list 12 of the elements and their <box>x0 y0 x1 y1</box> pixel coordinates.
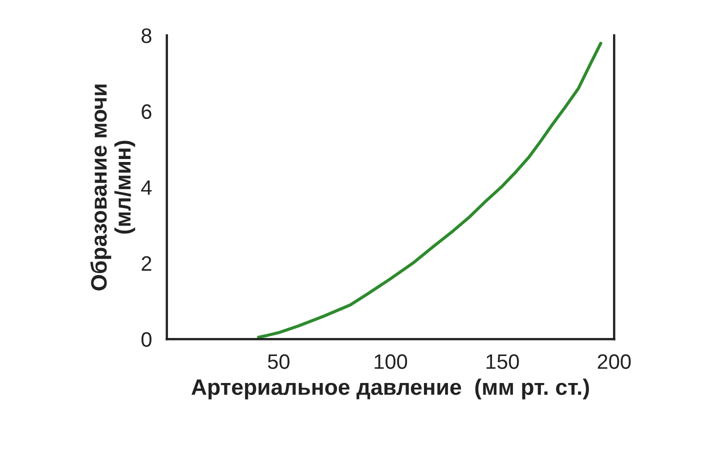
x-tick-label: 100 <box>374 354 408 370</box>
x-axis-title: Артериальное давление (мм рт. ст.) <box>192 378 589 400</box>
line-series <box>257 42 602 339</box>
x-tick-label: 50 <box>268 354 290 370</box>
y-tick-label: 8 <box>142 28 152 44</box>
y-tick-label: 6 <box>142 104 152 120</box>
y-tick-label: 0 <box>141 332 152 347</box>
y-tick-label: 4 <box>141 180 152 195</box>
x-tick-label: 150 <box>486 354 519 370</box>
x-tick-label: 200 <box>598 354 631 370</box>
y-tick-label: 2 <box>142 256 152 271</box>
y-axis-title: Образование мочи (мл/мин) <box>90 84 136 290</box>
